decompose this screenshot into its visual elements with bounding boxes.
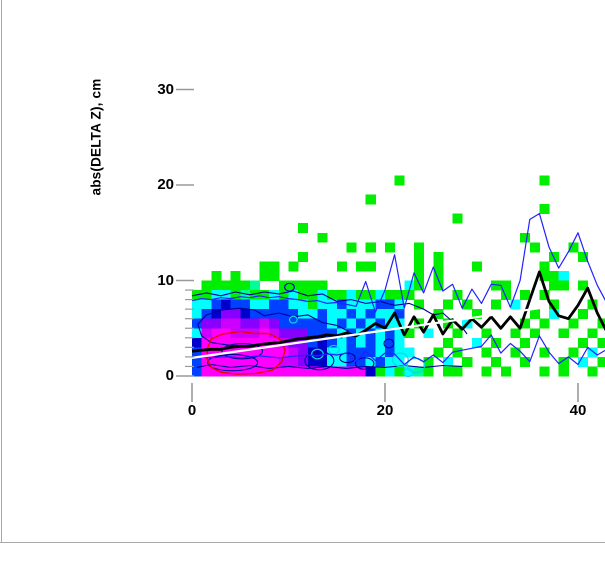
- y-tick-label-30: 30: [157, 80, 174, 98]
- window-border-left: [1, 0, 2, 542]
- y-axis-title: abs(DELTA Z), cm: [88, 78, 104, 196]
- x-tick-label-40: 40: [569, 402, 587, 419]
- y-tick-label-10: 10: [157, 271, 174, 289]
- x-tick-label-0: 0: [187, 402, 197, 419]
- x-tick-label-20: 20: [376, 402, 394, 419]
- y-tick-label-20: 20: [157, 176, 174, 193]
- y-tick-label-0: 0: [165, 367, 174, 384]
- window-border-bottom: [0, 542, 605, 543]
